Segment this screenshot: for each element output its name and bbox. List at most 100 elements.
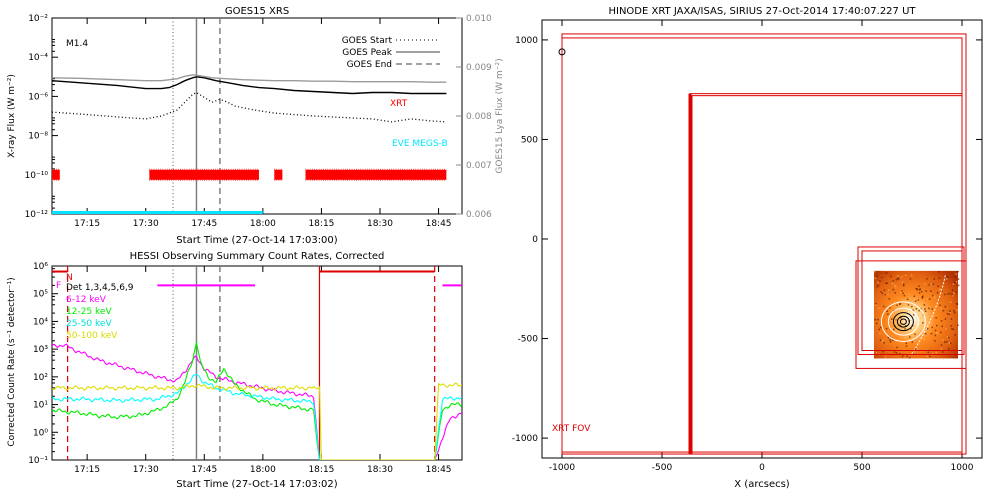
image-speckle bbox=[935, 351, 937, 354]
image-speckle bbox=[944, 305, 947, 308]
image-speckle bbox=[946, 336, 949, 338]
image-speckle bbox=[877, 281, 879, 284]
image-speckle bbox=[947, 347, 950, 350]
hessi-series-line bbox=[52, 373, 462, 460]
image-speckle bbox=[895, 285, 897, 288]
image-speckle bbox=[944, 341, 946, 343]
image-speckle bbox=[901, 276, 903, 278]
map-x-tick-label: 0 bbox=[759, 463, 765, 473]
x-tick-label: 18:00 bbox=[250, 465, 276, 475]
image-speckle bbox=[919, 324, 922, 327]
hessi-x-axis-label: Start Time (27-Oct-14 17:03:02) bbox=[176, 479, 337, 490]
image-speckle bbox=[939, 304, 941, 306]
image-speckle bbox=[945, 275, 947, 278]
x-tick-label: 18:00 bbox=[250, 219, 276, 229]
image-speckle bbox=[924, 308, 926, 310]
image-speckle bbox=[920, 329, 923, 332]
image-speckle bbox=[934, 340, 936, 342]
image-speckle bbox=[934, 297, 936, 299]
image-speckle bbox=[954, 334, 956, 336]
image-speckle bbox=[891, 282, 894, 285]
image-speckle bbox=[906, 310, 908, 312]
image-speckle bbox=[922, 314, 925, 316]
xrt-observation-bar bbox=[274, 169, 283, 180]
image-speckle bbox=[952, 283, 955, 285]
image-speckle bbox=[932, 314, 935, 316]
image-speckle bbox=[957, 284, 960, 287]
hessi-x-ticks: 17:15 17:30 17:45 18:00 18:15 18:30 18:45 bbox=[74, 266, 452, 475]
y-tick-label: 10⁻⁴ bbox=[28, 53, 48, 63]
xrt-map-content bbox=[558, 33, 967, 455]
xrt-fov-rect bbox=[855, 260, 967, 369]
image-speckle bbox=[928, 298, 931, 300]
image-speckle bbox=[887, 293, 889, 296]
legend-goes-end: GOES End bbox=[347, 60, 392, 70]
image-speckle bbox=[948, 313, 951, 315]
image-speckle bbox=[933, 278, 935, 280]
image-speckle bbox=[942, 339, 944, 341]
image-speckle bbox=[953, 311, 956, 314]
image-speckle bbox=[879, 339, 882, 341]
image-speckle bbox=[940, 320, 943, 322]
image-speckle bbox=[891, 335, 893, 337]
image-speckle bbox=[916, 321, 919, 323]
map-y-tick-label: 1000 bbox=[515, 36, 538, 46]
y2-tick-label: 0.007 bbox=[466, 161, 492, 171]
image-speckle bbox=[910, 274, 913, 276]
image-speckle bbox=[924, 332, 927, 335]
image-speckle bbox=[883, 305, 885, 308]
image-speckle bbox=[942, 351, 944, 353]
intensity-contour bbox=[896, 315, 910, 328]
hessi-title: HESSI Observing Summary Count Rates, Cor… bbox=[130, 251, 385, 262]
image-speckle bbox=[894, 318, 896, 321]
x-tick-label: 18:45 bbox=[426, 219, 452, 229]
map-y-tick-label: -500 bbox=[518, 335, 539, 345]
image-speckle bbox=[947, 293, 949, 295]
image-speckle bbox=[904, 328, 906, 330]
image-speckle bbox=[929, 321, 931, 324]
image-speckle bbox=[880, 291, 882, 293]
image-speckle bbox=[903, 283, 905, 285]
image-speckle bbox=[921, 296, 923, 298]
image-speckle bbox=[902, 284, 905, 287]
image-speckle bbox=[899, 324, 902, 327]
image-speckle bbox=[883, 341, 885, 344]
y-tick-label: 10⁻⁸ bbox=[28, 132, 48, 142]
image-speckle bbox=[885, 327, 888, 330]
xrt-observation-bar bbox=[52, 169, 60, 180]
image-speckle bbox=[889, 307, 891, 309]
map-x-tick-label: 1000 bbox=[951, 463, 974, 473]
image-speckle bbox=[957, 270, 959, 273]
legend-12-25kev: 12-25 keV bbox=[66, 307, 112, 317]
image-speckle bbox=[875, 351, 878, 354]
image-speckle bbox=[952, 328, 955, 331]
image-speckle bbox=[905, 325, 907, 327]
image-speckle bbox=[920, 290, 923, 293]
image-speckle bbox=[876, 275, 878, 277]
x-tick-label: 18:30 bbox=[367, 219, 393, 229]
image-speckle bbox=[891, 318, 893, 320]
image-speckle bbox=[932, 353, 934, 355]
image-speckle bbox=[921, 297, 924, 299]
intensity-contour bbox=[880, 301, 926, 342]
image-speckle bbox=[946, 313, 949, 315]
y2-tick-label: 0.006 bbox=[466, 210, 492, 220]
image-speckle bbox=[937, 285, 939, 287]
image-speckle bbox=[879, 280, 881, 282]
image-speckle bbox=[885, 282, 887, 284]
image-speckle bbox=[904, 274, 907, 276]
image-speckle bbox=[909, 278, 912, 280]
image-speckle bbox=[883, 289, 886, 291]
image-speckle bbox=[954, 276, 957, 278]
image-speckle bbox=[900, 291, 902, 293]
image-speckle bbox=[949, 301, 952, 303]
goes-panel: GOES15 XRS 17:15 17:30 17:45 18:00 18:15 18:3… bbox=[7, 6, 505, 246]
image-speckle bbox=[955, 281, 958, 283]
xrt-series-label: XRT bbox=[390, 99, 408, 109]
image-speckle bbox=[910, 319, 912, 321]
y-tick-label: 10⁰ bbox=[33, 428, 48, 438]
image-speckle bbox=[928, 307, 930, 310]
xrt-observation-bar bbox=[149, 169, 259, 180]
image-speckle bbox=[949, 311, 951, 314]
